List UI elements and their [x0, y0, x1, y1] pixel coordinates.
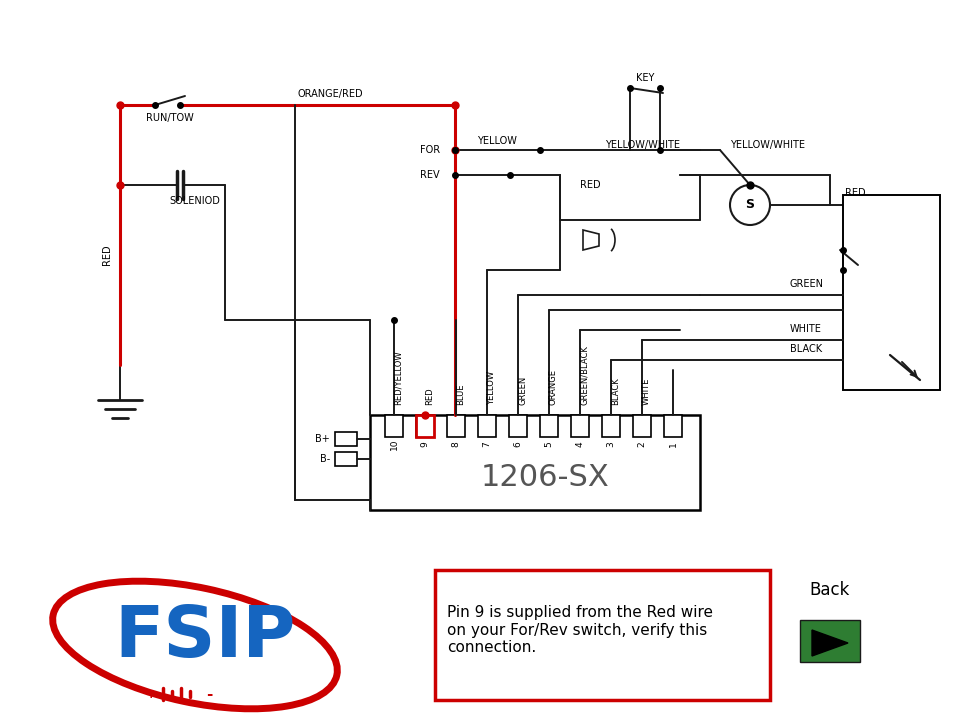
Bar: [800, 620, 860, 662]
Text: GREEN: GREEN: [790, 279, 824, 289]
Text: GREEN/BLACK: GREEN/BLACK: [580, 345, 589, 405]
Text: FSIP: FSIP: [114, 603, 296, 672]
Text: YELLOW: YELLOW: [477, 136, 516, 146]
Bar: [843, 195, 940, 390]
Text: BLACK: BLACK: [790, 344, 822, 354]
Text: 8: 8: [451, 441, 461, 447]
Text: SOLENIOD: SOLENIOD: [170, 196, 221, 206]
Bar: [478, 415, 496, 437]
Text: WHITE: WHITE: [790, 324, 822, 334]
Text: Pin 9 is supplied from the Red wire
on your For/Rev switch, verify this
connecti: Pin 9 is supplied from the Red wire on y…: [447, 605, 713, 655]
Bar: [571, 415, 589, 437]
Circle shape: [730, 185, 770, 225]
Text: FOR: FOR: [420, 145, 440, 155]
Bar: [540, 415, 558, 437]
Text: -: -: [205, 686, 212, 701]
Text: B+: B+: [315, 434, 330, 444]
Text: 6: 6: [514, 441, 522, 447]
Text: 1: 1: [668, 441, 678, 447]
Text: REV: REV: [420, 170, 440, 180]
Text: B-: B-: [320, 454, 330, 464]
Bar: [664, 415, 682, 437]
Text: KEY: KEY: [636, 73, 654, 83]
Text: YELLOW: YELLOW: [487, 371, 496, 405]
Bar: [509, 415, 527, 437]
Text: RED: RED: [102, 245, 112, 265]
Text: RUN/TOW: RUN/TOW: [146, 113, 194, 123]
Text: 3: 3: [607, 441, 615, 447]
Bar: [385, 415, 403, 437]
Text: WHITE: WHITE: [642, 377, 651, 405]
Text: 10: 10: [390, 438, 398, 450]
Bar: [335, 432, 357, 446]
Bar: [335, 452, 357, 466]
Polygon shape: [812, 630, 848, 656]
Polygon shape: [583, 230, 599, 250]
Bar: [416, 415, 434, 437]
Text: RED: RED: [425, 387, 434, 405]
Text: S: S: [746, 199, 755, 212]
Bar: [633, 415, 651, 437]
Text: 2: 2: [637, 441, 646, 447]
Text: RED: RED: [845, 188, 865, 198]
Text: RED/YELLOW: RED/YELLOW: [394, 351, 403, 405]
Text: RED: RED: [580, 180, 600, 190]
Text: BLUE: BLUE: [456, 384, 465, 405]
Text: 1206-SX: 1206-SX: [481, 462, 610, 492]
Text: BLACK: BLACK: [611, 377, 620, 405]
Bar: [447, 415, 465, 437]
Bar: [435, 570, 770, 700]
Bar: [602, 415, 620, 437]
Text: Back: Back: [810, 581, 851, 599]
Text: 7: 7: [483, 441, 492, 447]
Text: GREEN: GREEN: [518, 376, 527, 405]
Text: ORANGE: ORANGE: [549, 369, 558, 405]
Text: YELLOW/WHITE: YELLOW/WHITE: [605, 140, 680, 150]
Text: YELLOW/WHITE: YELLOW/WHITE: [730, 140, 805, 150]
Bar: [370, 415, 700, 510]
Bar: [416, 415, 434, 437]
Text: +: +: [146, 688, 156, 701]
Text: 5: 5: [544, 441, 554, 447]
Text: ORANGE/RED: ORANGE/RED: [298, 89, 363, 99]
Text: 4: 4: [575, 441, 585, 447]
Text: 9: 9: [420, 441, 429, 447]
